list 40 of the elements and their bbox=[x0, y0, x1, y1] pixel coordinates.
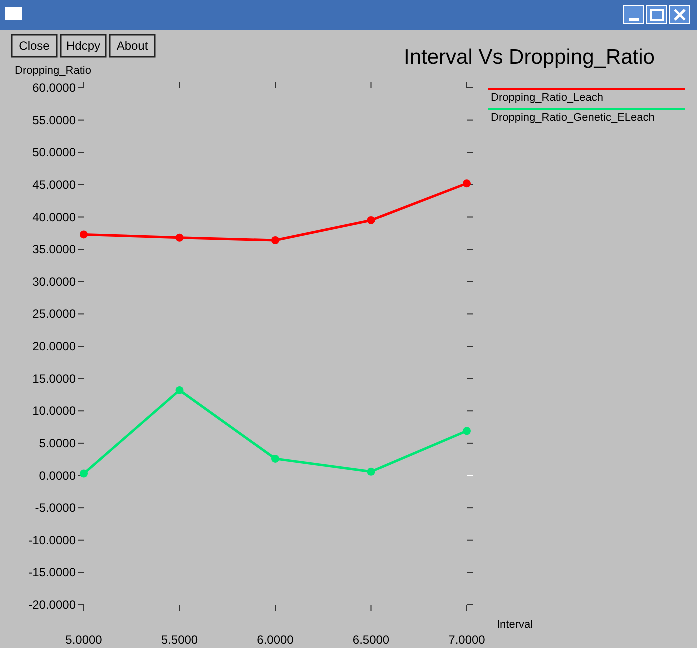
y-tick-label: 50.0000 bbox=[32, 146, 76, 160]
point bbox=[176, 386, 184, 394]
x-tick-label: 6.0000 bbox=[257, 633, 294, 647]
point bbox=[463, 180, 471, 188]
point bbox=[367, 216, 376, 224]
y-tick-label: -10.0000 bbox=[28, 533, 76, 548]
button: Hdcpy bbox=[60, 34, 107, 58]
text: Dropping_Ratio_Leach bbox=[491, 92, 604, 104]
y-tick-label: -15.0000 bbox=[28, 566, 76, 580]
x-tick-label: 5.5000 bbox=[161, 633, 198, 647]
y-tick-label: -20.0000 bbox=[28, 598, 76, 612]
y-tick-label: 45.0000 bbox=[32, 178, 76, 192]
y-tick-label: 0.0000 bbox=[39, 468, 76, 483]
point bbox=[367, 468, 376, 476]
button: About bbox=[109, 34, 156, 58]
text: Interval Vs Dropping_Ratio bbox=[404, 46, 655, 69]
y-tick-label: 15.0000 bbox=[32, 372, 76, 386]
x-tick-label: 6.5000 bbox=[352, 633, 390, 647]
y-tick-label: 10.0000 bbox=[32, 404, 76, 418]
y-tick-label: 30.0000 bbox=[32, 274, 76, 289]
y-tick-label: 5.0000 bbox=[39, 436, 76, 450]
x-tick-label: 7.0000 bbox=[448, 633, 486, 647]
y-tick-label: 20.0000 bbox=[32, 340, 76, 354]
y-tick-label: 55.0000 bbox=[32, 113, 76, 128]
point bbox=[80, 470, 88, 478]
y-tick-label: -5.0000 bbox=[35, 501, 76, 516]
button: Close bbox=[11, 34, 58, 58]
x-axis-title: Interval bbox=[497, 619, 534, 631]
point bbox=[463, 427, 471, 436]
point bbox=[80, 230, 88, 239]
x-tick-label: 5.0000 bbox=[66, 633, 103, 647]
point bbox=[176, 234, 184, 242]
y-axis-title: Dropping_Ratio bbox=[15, 65, 92, 77]
y-tick-label: 60.0000 bbox=[32, 81, 76, 95]
point bbox=[272, 236, 280, 245]
y-tick-label: 25.0000 bbox=[32, 307, 76, 322]
point bbox=[272, 454, 280, 463]
y-tick-label: 40.0000 bbox=[32, 210, 76, 224]
y-tick-label: 35.0000 bbox=[32, 242, 76, 257]
text: Dropping_Ratio_Genetic_ELeach bbox=[491, 112, 655, 124]
